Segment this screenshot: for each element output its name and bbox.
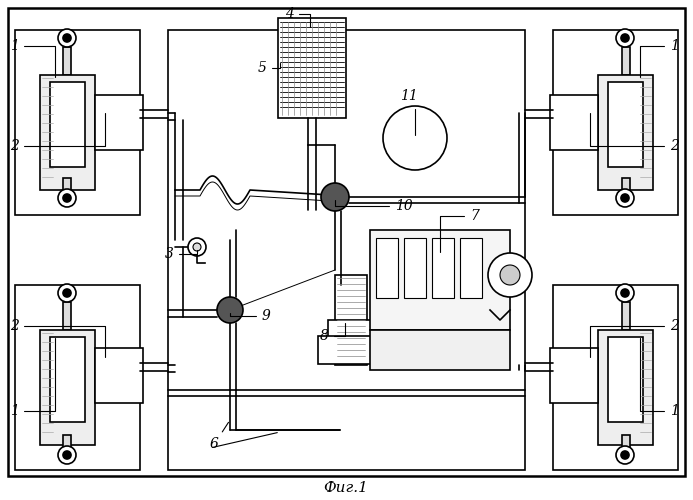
Text: 9: 9 <box>230 309 271 323</box>
Text: 3: 3 <box>165 247 197 261</box>
Circle shape <box>621 451 629 459</box>
Text: 2: 2 <box>590 113 679 153</box>
Bar <box>95 348 143 403</box>
Bar <box>63 178 71 198</box>
Circle shape <box>58 189 76 207</box>
Circle shape <box>63 289 71 297</box>
Bar <box>404 238 426 298</box>
Bar <box>550 95 598 150</box>
Text: 1: 1 <box>640 39 679 77</box>
Circle shape <box>616 29 634 47</box>
Bar <box>432 238 454 298</box>
Text: 1: 1 <box>10 39 55 77</box>
Bar <box>168 30 525 470</box>
Circle shape <box>383 106 447 170</box>
Bar <box>95 95 143 150</box>
Bar <box>328 320 376 338</box>
Bar <box>40 330 95 445</box>
Bar <box>40 75 95 190</box>
Text: 5: 5 <box>258 61 280 75</box>
Bar <box>370 230 510 330</box>
Bar <box>370 330 510 370</box>
Circle shape <box>621 289 629 297</box>
Bar <box>550 348 598 403</box>
Bar <box>553 30 678 215</box>
Circle shape <box>217 297 243 323</box>
Bar <box>318 336 376 364</box>
Bar <box>63 435 71 455</box>
Circle shape <box>188 238 206 256</box>
Circle shape <box>621 34 629 42</box>
Bar <box>598 75 653 190</box>
Circle shape <box>616 284 634 302</box>
Circle shape <box>193 243 201 251</box>
Circle shape <box>63 34 71 42</box>
Bar <box>63 47 71 75</box>
Bar <box>553 285 678 470</box>
Text: 1: 1 <box>640 338 679 418</box>
Bar <box>278 18 346 118</box>
Bar <box>622 435 630 455</box>
Bar <box>622 302 630 330</box>
Text: 8: 8 <box>320 323 345 343</box>
Circle shape <box>616 446 634 464</box>
Bar <box>460 238 482 298</box>
Text: Фиг.1: Фиг.1 <box>324 481 369 495</box>
Text: 6: 6 <box>210 422 229 451</box>
Bar <box>63 302 71 330</box>
Circle shape <box>63 194 71 202</box>
Text: 4: 4 <box>285 7 310 27</box>
Text: 11: 11 <box>400 89 418 135</box>
Circle shape <box>58 284 76 302</box>
Bar <box>15 30 140 215</box>
Circle shape <box>321 183 349 211</box>
Bar <box>622 47 630 75</box>
Circle shape <box>616 189 634 207</box>
Bar <box>15 285 140 470</box>
Bar <box>50 82 85 167</box>
Text: 10: 10 <box>335 199 413 213</box>
Bar <box>376 238 398 298</box>
Bar <box>598 330 653 445</box>
Circle shape <box>488 253 532 297</box>
Bar <box>608 82 643 167</box>
Circle shape <box>58 446 76 464</box>
Text: 2: 2 <box>10 319 105 357</box>
Circle shape <box>63 451 71 459</box>
Text: 2: 2 <box>10 113 105 153</box>
Circle shape <box>500 265 520 285</box>
Circle shape <box>621 194 629 202</box>
Text: 1: 1 <box>10 338 55 418</box>
Bar <box>50 337 85 422</box>
Text: 2: 2 <box>590 319 679 357</box>
Circle shape <box>58 29 76 47</box>
Text: 7: 7 <box>440 209 479 252</box>
Bar <box>335 275 367 365</box>
Bar <box>622 178 630 198</box>
Bar <box>608 337 643 422</box>
